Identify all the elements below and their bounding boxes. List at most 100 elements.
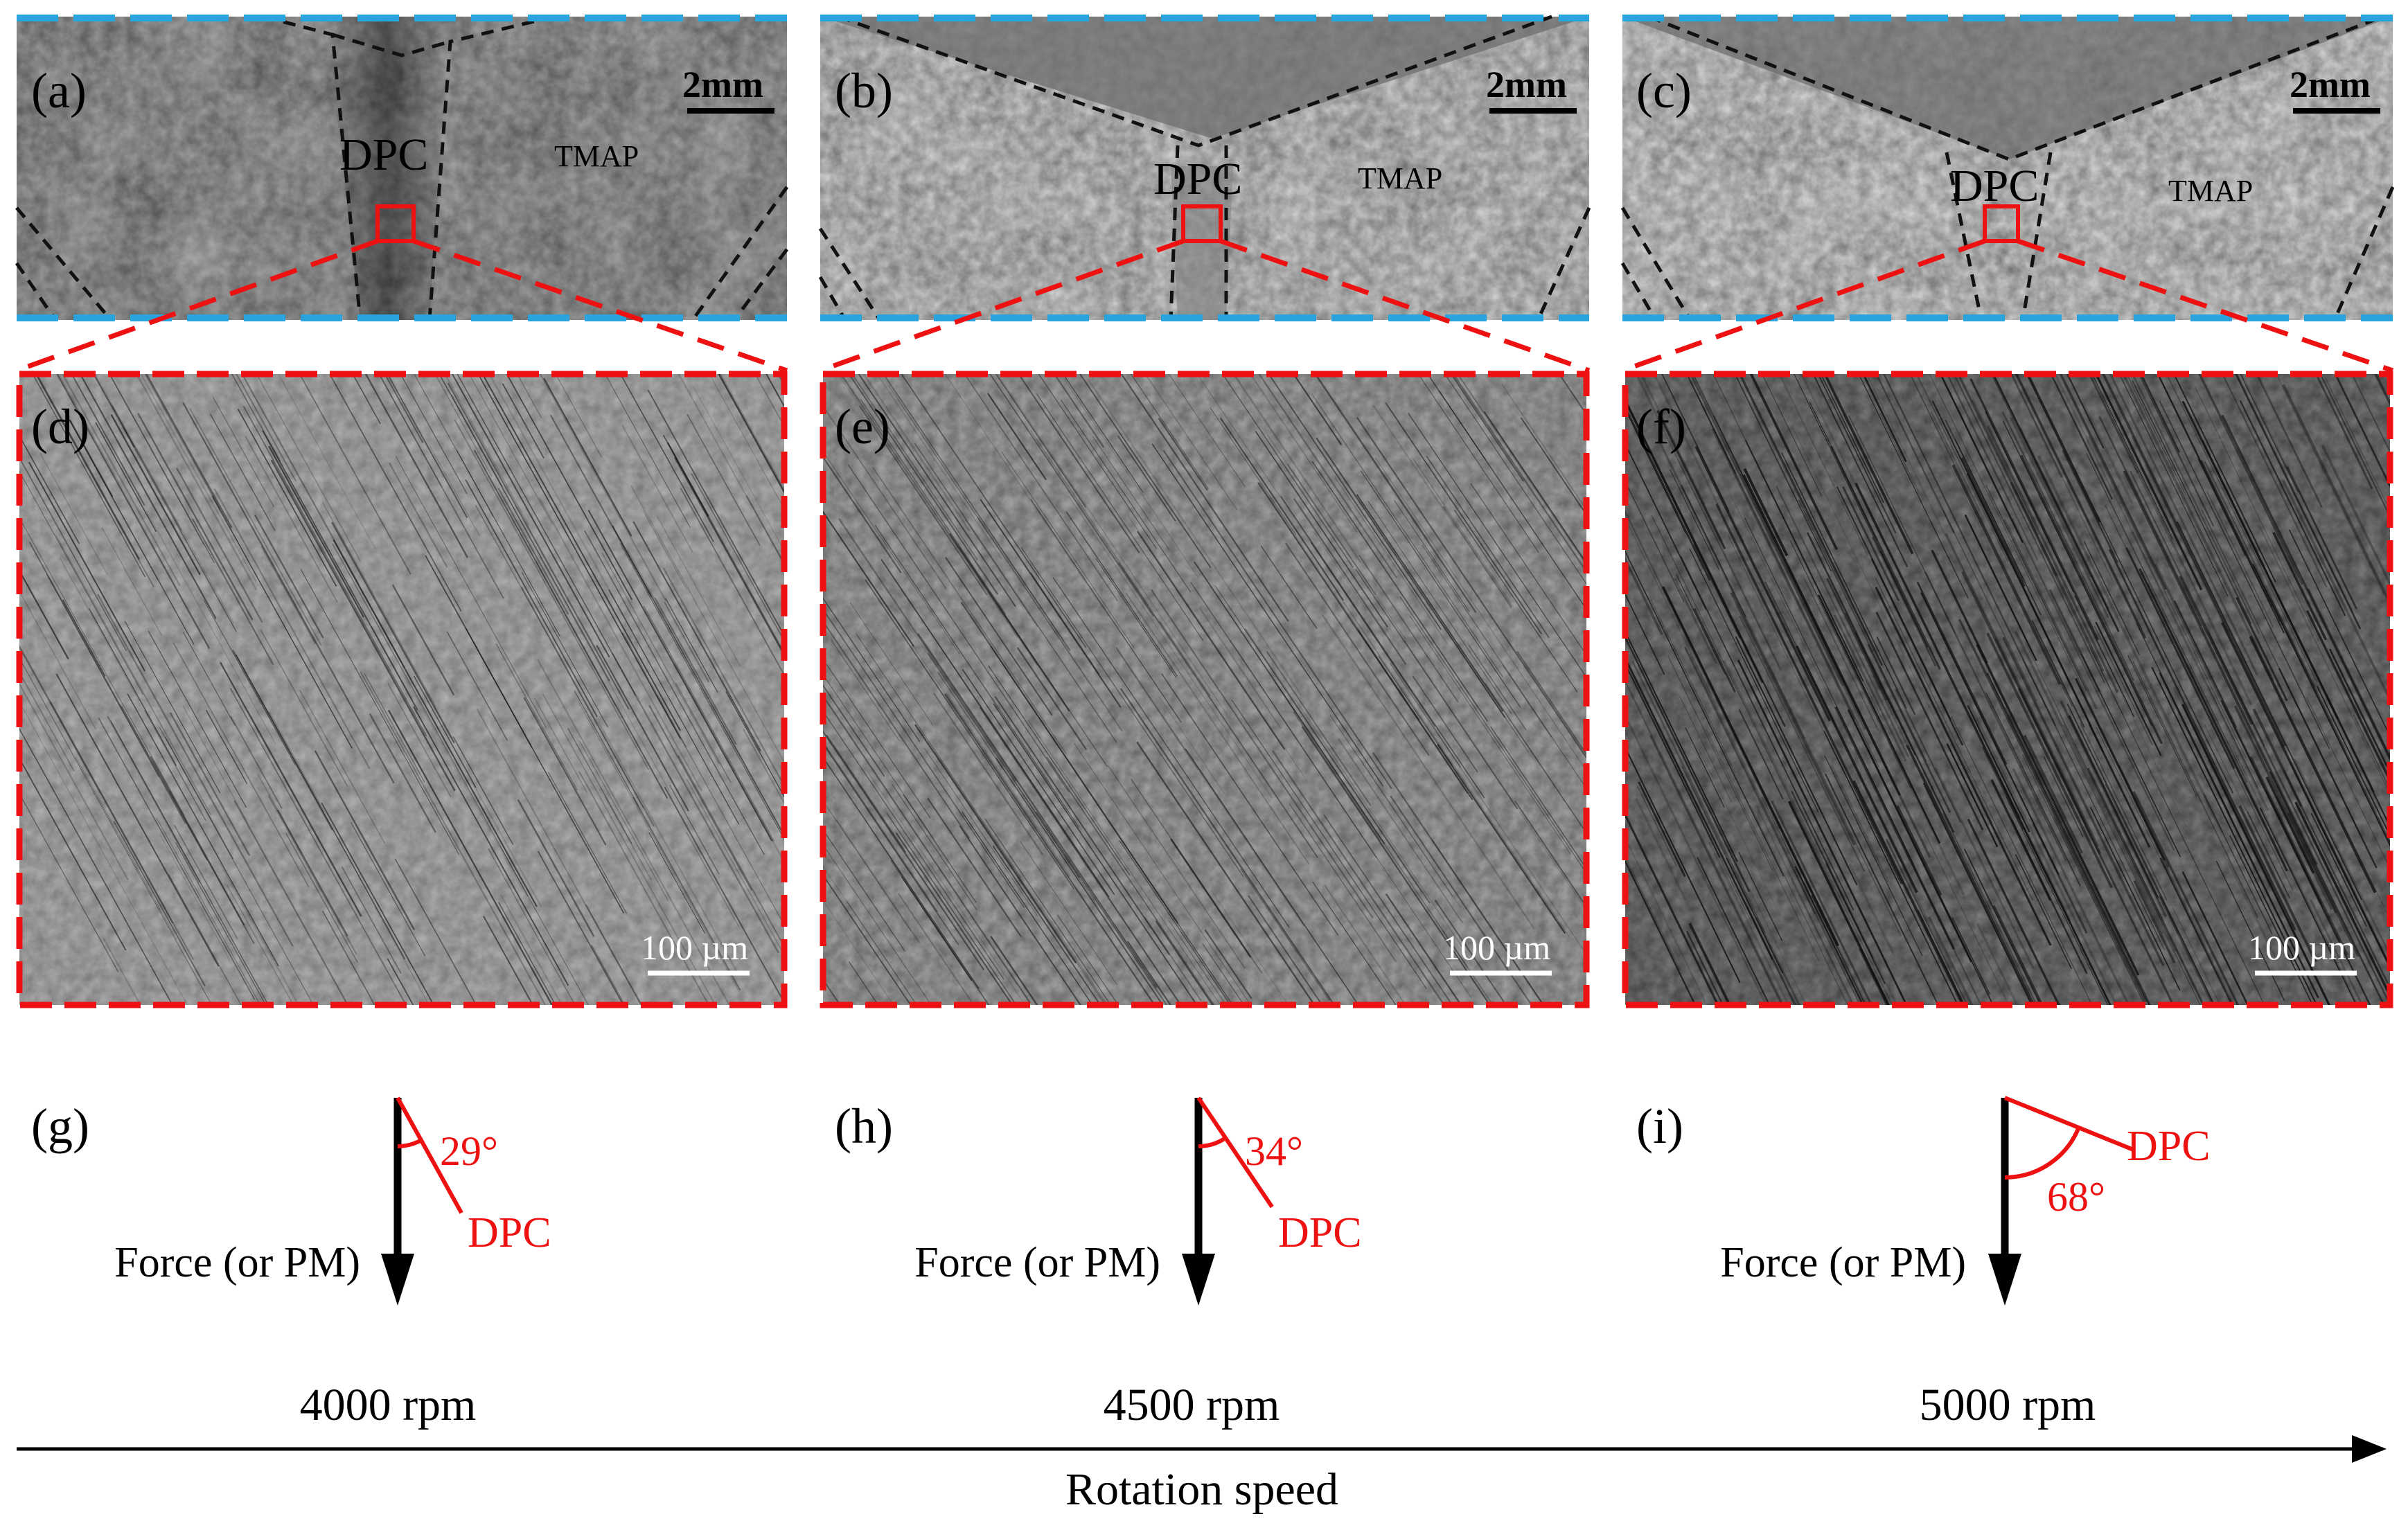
grain-line: [2066, 703, 2215, 1005]
grain-line: [2133, 880, 2176, 964]
grain-line: [2334, 374, 2390, 488]
grain-line: [19, 682, 129, 881]
grain-line: [378, 374, 504, 599]
angle-arc: [1198, 1136, 1227, 1148]
grain-line: [1168, 374, 1246, 488]
zoom-box: [1181, 204, 1223, 243]
grain-line: [537, 659, 731, 1005]
grain-line: [897, 399, 1088, 681]
grain-line: [1036, 811, 1167, 1005]
grain-line: [2229, 835, 2314, 1005]
grain-line: [823, 684, 885, 777]
grain-line: [1947, 730, 1989, 813]
grain-line: [1823, 374, 1914, 555]
grain-line: [213, 488, 371, 770]
speed-label: 5000 rpm: [1920, 1380, 2096, 1430]
grain-line: [977, 516, 1123, 732]
grain-line: [1960, 457, 2026, 587]
grain-line: [1068, 495, 1273, 799]
macro-panel-b: (b) DPC TMAP 2mm: [818, 15, 1591, 321]
grain-line: [2177, 521, 2362, 900]
grain-line: [1985, 411, 2075, 593]
grain-line: [2132, 380, 2252, 624]
grain-line: [669, 784, 720, 875]
grain-line: [2206, 491, 2274, 628]
grain-line: [94, 374, 234, 624]
grain-line: [468, 374, 553, 524]
grain-line: [823, 511, 971, 731]
angle-arc: [2004, 1126, 2081, 1180]
grain-line: [2126, 374, 2187, 496]
grain-line: [230, 715, 283, 809]
grain-line: [1803, 577, 1879, 731]
grain-line: [2233, 749, 2359, 1005]
grain-line: [1896, 805, 1942, 896]
grain-line: [1625, 662, 1753, 924]
grain-line: [237, 409, 337, 587]
grain-line: [1625, 835, 1706, 1003]
grain-line: [1248, 895, 1323, 1005]
grain-line: [980, 499, 1122, 709]
grain-line: [2002, 420, 2152, 726]
boundary-lines: [1620, 15, 2395, 321]
grain-line: [205, 709, 248, 784]
grain-line: [148, 630, 247, 808]
grain-line: [578, 771, 710, 1005]
grain-line: [1357, 629, 1473, 801]
grain-line: [2256, 374, 2323, 508]
grain-line: [539, 374, 667, 601]
grain-line: [1150, 589, 1374, 919]
grain-line: [1412, 675, 1478, 773]
grain-line: [944, 374, 1109, 616]
grain-line: [823, 865, 917, 1005]
grain-line: [1812, 374, 1909, 567]
grain-line: [2374, 374, 2390, 407]
grain-line: [743, 729, 784, 805]
grain-line: [664, 786, 784, 1004]
grain-line: [1769, 666, 1902, 937]
grain-line: [1744, 517, 1868, 770]
grain-line: [168, 873, 242, 1005]
grain-line: [1119, 688, 1336, 1005]
grain-line: [647, 389, 784, 637]
grain-line: [2140, 374, 2181, 453]
grain-line: [103, 938, 141, 1005]
grain-line: [1627, 721, 1768, 1005]
force-label: Force (or PM): [114, 1239, 360, 1286]
grain-line: [642, 605, 774, 842]
dpc-label: DPC: [1278, 1209, 1362, 1256]
grain-line: [1636, 785, 1678, 867]
grain-line: [1638, 781, 1686, 878]
grain-line: [488, 848, 576, 1005]
grain-line: [19, 792, 119, 972]
grain-line: [989, 374, 1154, 617]
grain-line: [495, 643, 578, 791]
grain-line: [888, 384, 1002, 553]
grain-line: [1924, 571, 2067, 862]
grain-line: [1214, 585, 1422, 893]
grain-line: [2269, 771, 2385, 1005]
grain-line: [1390, 795, 1533, 1005]
grain-line: [2133, 800, 2235, 1005]
grain-line: [1280, 495, 1485, 799]
grain-line: [1749, 374, 1839, 551]
grain-line: [964, 374, 1118, 602]
grain-line: [1685, 727, 1725, 808]
grain-line: [1117, 435, 1176, 522]
grain-line: [1258, 374, 1398, 578]
grain-line: [1999, 778, 2112, 1005]
grain-line: [1929, 374, 2087, 696]
grain-line: [373, 906, 430, 1005]
grain-line: [691, 473, 784, 643]
grain-line: [2282, 479, 2390, 703]
grain-line: [144, 374, 220, 510]
grain-line: [1052, 577, 1290, 928]
grain-line: [1817, 374, 1897, 534]
grain-line: [1260, 545, 1318, 629]
grain-line: [2207, 686, 2258, 788]
grain-line: [2010, 417, 2109, 619]
grain-line: [673, 456, 784, 657]
grain-line: [1635, 374, 1782, 671]
grain-line: [1470, 483, 1586, 656]
grain-line: [846, 900, 918, 1005]
